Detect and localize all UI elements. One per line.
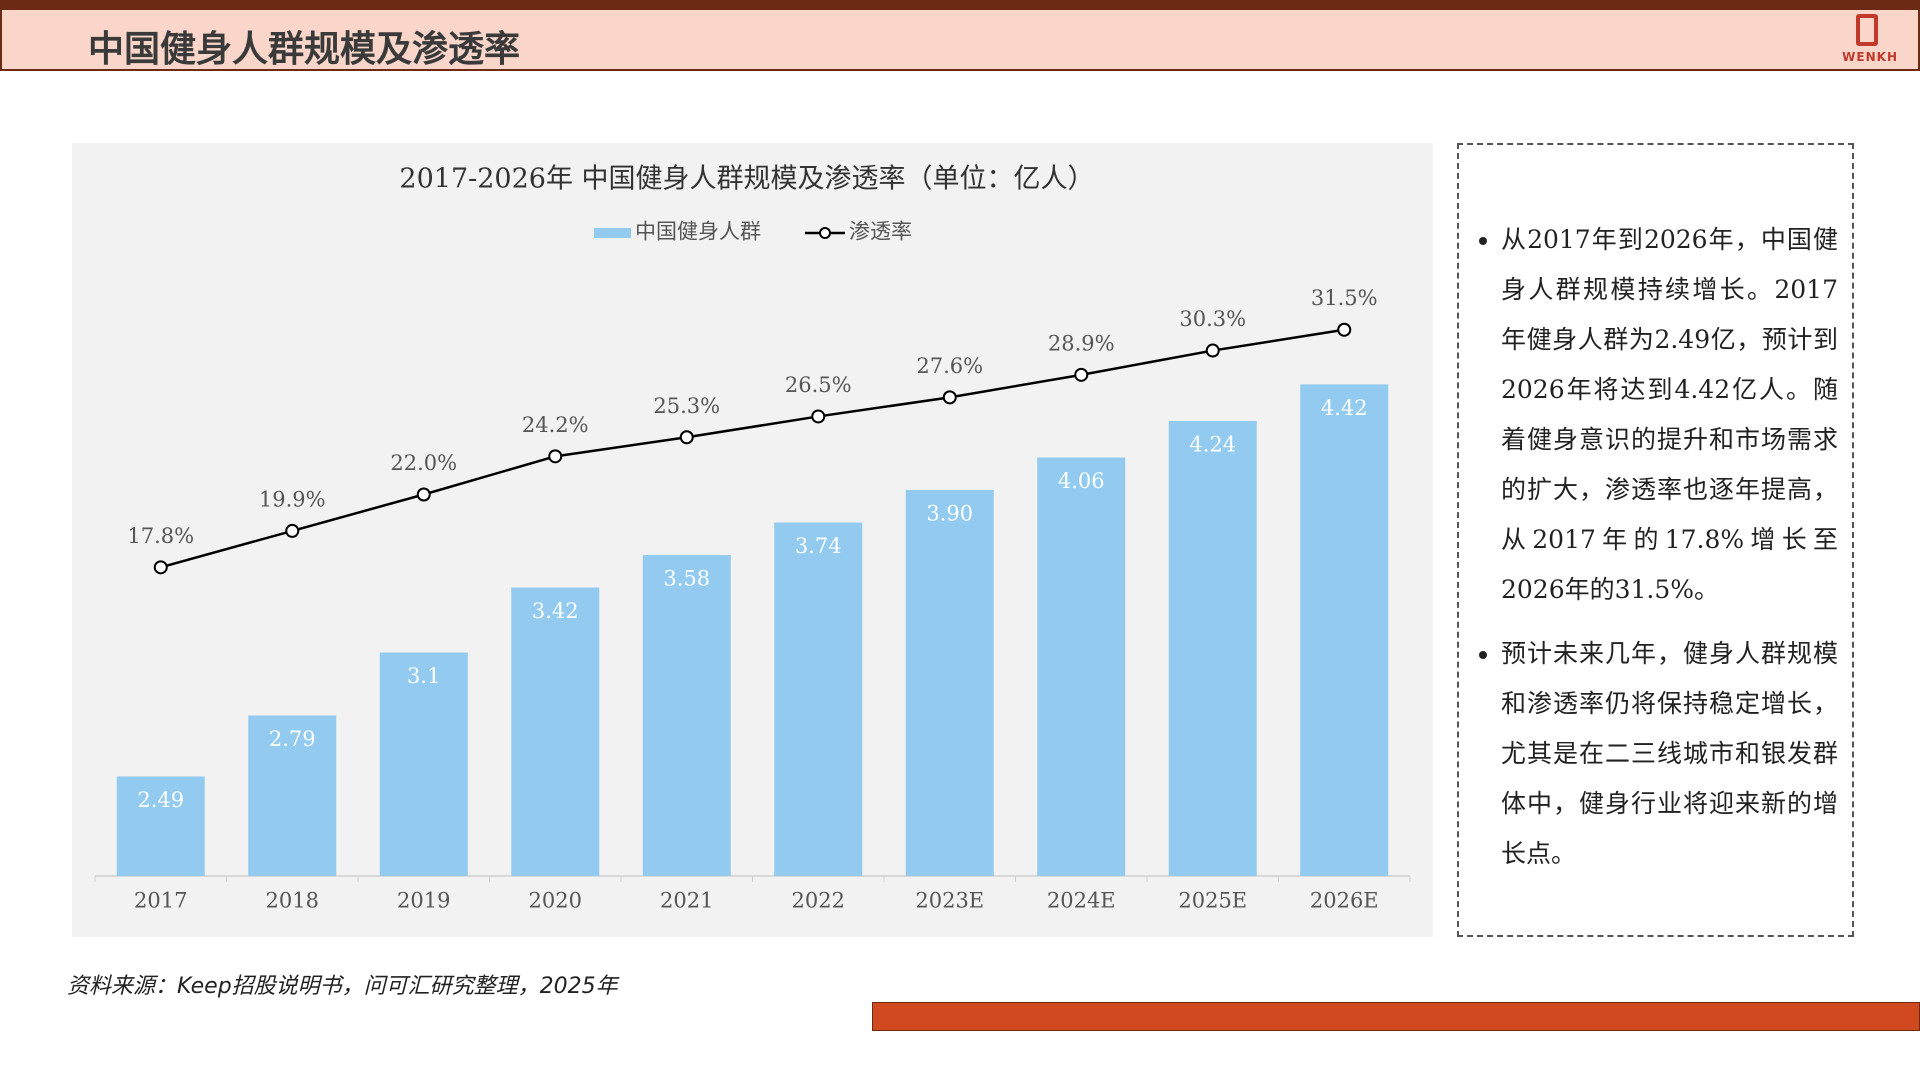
- top-bar: [0, 0, 1920, 10]
- x-tick-label: 2018: [266, 889, 319, 913]
- line-value-label: 17.8%: [127, 524, 194, 548]
- bar-value-label: 2.79: [269, 727, 316, 751]
- slide-title: 中国健身人群规模及渗透率: [88, 29, 521, 70]
- logo-text: WENKH: [1842, 50, 1898, 64]
- bullet: 从2017年到2026年，中国健身人群规模持续增长。2017年健身人群为2.49…: [1501, 215, 1838, 615]
- bar: [1300, 384, 1389, 876]
- line-value-label: 30.3%: [1179, 307, 1246, 331]
- bar-value-label: 4.42: [1321, 396, 1368, 420]
- bar-value-label: 4.24: [1189, 432, 1236, 456]
- legend-swatch: [594, 228, 631, 238]
- x-tick-label: 2024E: [1047, 889, 1116, 913]
- bar-value-label: 3.58: [663, 567, 710, 591]
- line-marker: [811, 409, 826, 424]
- x-tick-label: 2023E: [915, 889, 984, 913]
- line-value-label: 19.9%: [259, 487, 326, 511]
- line-marker: [1205, 343, 1220, 358]
- bar: [116, 776, 205, 876]
- line-value-label: 28.9%: [1048, 331, 1115, 355]
- bar: [774, 522, 863, 876]
- bar-value-label: 3.90: [926, 502, 973, 526]
- line-value-label: 26.5%: [785, 373, 852, 397]
- source-note: 资料来源：Keep招股说明书，问可汇研究整理，2025年: [67, 974, 618, 999]
- bar-value-label: 2.49: [137, 788, 184, 812]
- side-panel: 从2017年到2026年，中国健身人群规模持续增长。2017年健身人群为2.49…: [1457, 143, 1854, 937]
- line-marker: [416, 487, 431, 502]
- line-marker: [942, 390, 957, 405]
- line-value-label: 22.0%: [390, 451, 457, 475]
- x-tick-label: 2019: [397, 889, 450, 913]
- bullet: 预计未来几年，健身人群规模和渗透率仍将保持稳定增长，尤其是在二三线城市和银发群体…: [1501, 629, 1838, 879]
- bar: [379, 652, 468, 876]
- x-tick-label: 2026E: [1310, 889, 1379, 913]
- bar: [642, 555, 731, 876]
- header: 中国健身人群规模及渗透率 WENKH: [0, 10, 1920, 71]
- x-tick-label: 2017: [134, 889, 187, 913]
- x-tick-label: 2022: [792, 889, 845, 913]
- line-marker: [285, 523, 300, 538]
- bar: [1168, 420, 1257, 876]
- line-marker: [1337, 322, 1352, 337]
- line-value-label: 25.3%: [653, 394, 720, 418]
- legend-label: 渗透率: [849, 220, 912, 244]
- line-marker: [1074, 367, 1089, 382]
- chart-title: 2017-2026年 中国健身人群规模及渗透率（单位：亿人）: [399, 164, 1094, 195]
- bar-value-label: 3.74: [795, 534, 842, 558]
- line-marker: [153, 560, 168, 575]
- legend-marker: [819, 227, 831, 239]
- legend-label: 中国健身人群: [635, 220, 761, 244]
- logo-icon: [1856, 14, 1878, 46]
- bar-value-label: 3.42: [532, 599, 579, 623]
- bar: [1037, 457, 1126, 876]
- line-marker: [548, 449, 563, 464]
- line-value-label: 27.6%: [916, 354, 983, 378]
- line: [160, 328, 1345, 569]
- bar: [511, 587, 600, 876]
- x-tick-label: 2020: [529, 889, 582, 913]
- bar-value-label: 4.06: [1058, 469, 1105, 493]
- line-value-label: 31.5%: [1311, 286, 1378, 310]
- bar-value-label: 3.1: [407, 664, 440, 688]
- bar: [248, 715, 337, 876]
- bar: [905, 490, 994, 876]
- bullet-list: 从2017年到2026年，中国健身人群规模持续增长。2017年健身人群为2.49…: [1477, 215, 1838, 879]
- x-tick-label: 2025E: [1178, 889, 1247, 913]
- line-marker: [679, 430, 694, 445]
- footer-bar: [872, 1002, 1920, 1031]
- x-tick-label: 2021: [660, 889, 713, 913]
- line-value-label: 24.2%: [522, 413, 589, 437]
- chart: 2017-2026年 中国健身人群规模及渗透率（单位：亿人） 中国健身人群 渗透率 2…: [72, 143, 1433, 937]
